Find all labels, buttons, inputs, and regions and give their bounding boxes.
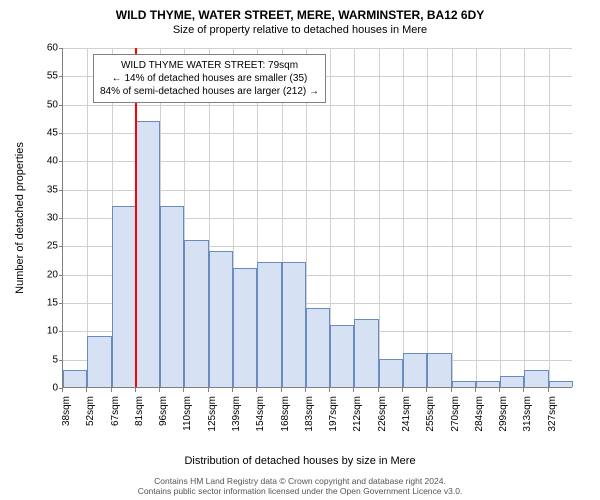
xtick-mark	[475, 388, 476, 392]
xtick-label: 313sqm	[522, 396, 533, 436]
xtick-mark	[402, 388, 403, 392]
xtick-label: 96sqm	[158, 396, 169, 436]
xtick-mark	[208, 388, 209, 392]
histogram-bar	[87, 336, 111, 387]
histogram-bar	[524, 370, 548, 387]
ytick-label: 10	[24, 326, 58, 337]
xtick-label: 255sqm	[425, 396, 436, 436]
xtick-mark	[62, 388, 63, 392]
gridline-v	[549, 48, 550, 387]
ytick-label: 55	[24, 71, 58, 82]
histogram-bar	[160, 206, 184, 387]
xtick-mark	[329, 388, 330, 392]
xtick-label: 183sqm	[304, 396, 315, 436]
xtick-mark	[426, 388, 427, 392]
xtick-label: 284sqm	[474, 396, 485, 436]
xtick-mark	[548, 388, 549, 392]
xtick-label: 327sqm	[547, 396, 558, 436]
gridline-v	[500, 48, 501, 387]
xtick-label: 241sqm	[401, 396, 412, 436]
xtick-label: 270sqm	[450, 396, 461, 436]
chart-area: WILD THYME WATER STREET: 79sqm← 14% of d…	[62, 48, 572, 418]
xtick-mark	[232, 388, 233, 392]
x-axis-label: Distribution of detached houses by size …	[0, 455, 600, 467]
xtick-mark	[86, 388, 87, 392]
info-box: WILD THYME WATER STREET: 79sqm← 14% of d…	[93, 54, 326, 103]
ytick-label: 30	[24, 213, 58, 224]
xtick-mark	[281, 388, 282, 392]
ytick-label: 15	[24, 298, 58, 309]
attribution: Contains HM Land Registry data © Crown c…	[0, 476, 600, 496]
histogram-bar	[476, 381, 500, 387]
xtick-label: 212sqm	[352, 396, 363, 436]
gridline-h	[63, 105, 572, 106]
xtick-mark	[256, 388, 257, 392]
info-box-line1: WILD THYME WATER STREET: 79sqm	[100, 59, 319, 72]
histogram-bar	[63, 370, 87, 387]
gridline-v	[379, 48, 380, 387]
info-box-line2: ← 14% of detached houses are smaller (35…	[100, 72, 319, 85]
attribution-line1: Contains HM Land Registry data © Crown c…	[0, 476, 600, 486]
xtick-mark	[183, 388, 184, 392]
ytick-label: 40	[24, 156, 58, 167]
histogram-bar	[403, 353, 427, 387]
xtick-label: 38sqm	[61, 396, 72, 436]
gridline-v	[427, 48, 428, 387]
xtick-label: 81sqm	[134, 396, 145, 436]
gridline-v	[524, 48, 525, 387]
histogram-bar	[136, 121, 160, 387]
xtick-label: 299sqm	[498, 396, 509, 436]
xtick-label: 52sqm	[85, 396, 96, 436]
histogram-bar	[257, 262, 281, 387]
ytick-label: 45	[24, 128, 58, 139]
ytick-label: 35	[24, 184, 58, 195]
ytick-label: 25	[24, 241, 58, 252]
xtick-mark	[135, 388, 136, 392]
gridline-v	[452, 48, 453, 387]
histogram-bar	[549, 381, 573, 387]
histogram-bar	[282, 262, 306, 387]
xtick-mark	[305, 388, 306, 392]
xtick-label: 154sqm	[255, 396, 266, 436]
xtick-label: 168sqm	[280, 396, 291, 436]
xtick-mark	[378, 388, 379, 392]
histogram-bar	[209, 251, 233, 387]
gridline-v	[403, 48, 404, 387]
histogram-bar	[427, 353, 451, 387]
xtick-mark	[523, 388, 524, 392]
xtick-mark	[353, 388, 354, 392]
ytick-label: 5	[24, 354, 58, 365]
ytick-label: 20	[24, 269, 58, 280]
xtick-label: 139sqm	[231, 396, 242, 436]
gridline-v	[476, 48, 477, 387]
histogram-bar	[452, 381, 476, 387]
title-main: WILD THYME, WATER STREET, MERE, WARMINST…	[0, 0, 600, 22]
histogram-bar	[379, 359, 403, 387]
xtick-label: 197sqm	[328, 396, 339, 436]
histogram-bar	[354, 319, 378, 387]
xtick-mark	[499, 388, 500, 392]
xtick-mark	[111, 388, 112, 392]
xtick-label: 67sqm	[110, 396, 121, 436]
histogram-bar	[330, 325, 354, 387]
ytick-label: 0	[24, 383, 58, 394]
histogram-bar	[306, 308, 330, 387]
xtick-mark	[159, 388, 160, 392]
xtick-label: 226sqm	[377, 396, 388, 436]
xtick-label: 125sqm	[207, 396, 218, 436]
attribution-line2: Contains public sector information licen…	[0, 486, 600, 496]
gridline-h	[63, 48, 572, 49]
plot-region: WILD THYME WATER STREET: 79sqm← 14% of d…	[62, 48, 572, 388]
histogram-bar	[500, 376, 524, 387]
histogram-bar	[233, 268, 257, 387]
histogram-bar	[112, 206, 136, 387]
histogram-bar	[184, 240, 208, 387]
xtick-label: 110sqm	[182, 396, 193, 436]
title-sub: Size of property relative to detached ho…	[0, 22, 600, 36]
xtick-mark	[451, 388, 452, 392]
ytick-label: 50	[24, 99, 58, 110]
ytick-label: 60	[24, 43, 58, 54]
info-box-line3: 84% of semi-detached houses are larger (…	[100, 85, 319, 98]
